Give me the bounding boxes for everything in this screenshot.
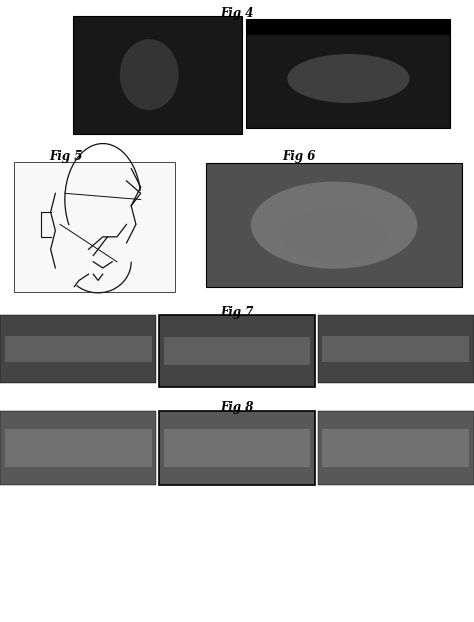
Bar [318,411,474,485]
Ellipse shape [120,39,179,110]
Ellipse shape [283,210,385,260]
Bar [0,315,156,383]
Bar [0,411,156,485]
Bar [5,335,152,363]
Ellipse shape [251,182,417,269]
Text: Fig 8: Fig 8 [220,401,254,414]
Ellipse shape [287,54,410,103]
Text: Fig 6: Fig 6 [282,151,315,163]
Bar [246,19,450,35]
Bar [164,337,310,366]
Bar [73,16,242,134]
Bar [14,162,175,292]
Bar [159,315,315,387]
Bar [322,429,469,466]
Bar [5,429,152,466]
Bar [322,335,469,363]
Bar [159,411,315,485]
Bar [246,19,450,128]
Bar [206,163,462,287]
Bar [318,315,474,383]
Text: Fig 5: Fig 5 [50,151,83,163]
Text: Fig 4: Fig 4 [220,7,254,20]
Text: Fig 7: Fig 7 [220,306,254,318]
Bar [164,429,310,466]
